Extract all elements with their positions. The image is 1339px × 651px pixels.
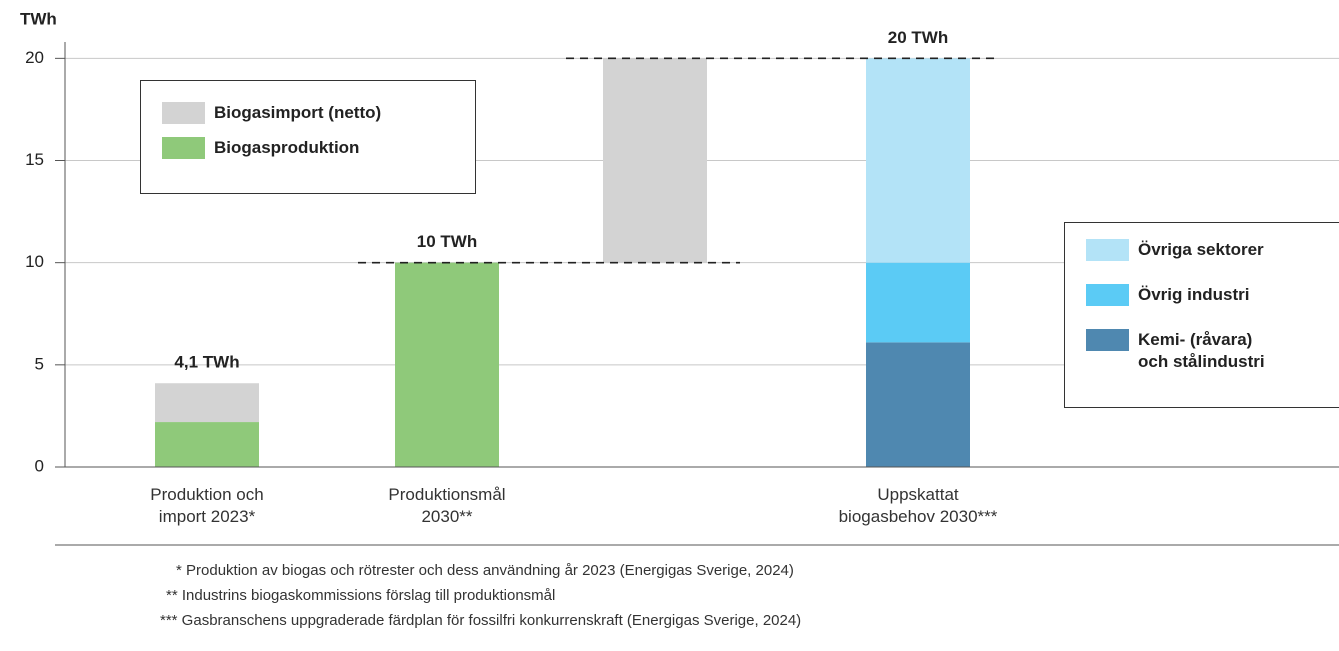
bar-segment bbox=[866, 342, 970, 467]
legend-entry: Biogasproduktion bbox=[162, 137, 444, 159]
y-tick-label: 5 bbox=[35, 354, 44, 373]
legend-label: Biogasproduktion bbox=[214, 138, 360, 157]
legend-label: Övriga sektorer bbox=[1138, 240, 1264, 259]
footnote: * Produktion av biogas och rötrester och… bbox=[176, 562, 794, 579]
legend-label: Biogasimport (netto) bbox=[214, 103, 382, 122]
bar-segment bbox=[155, 383, 259, 423]
legend: Övriga sektorer Övrig industri Kemi- (råva… bbox=[1064, 222, 1339, 408]
bar-segment bbox=[866, 58, 970, 263]
legend-swatch bbox=[1086, 329, 1129, 351]
x-tick-label: Produktionsmål 2030** bbox=[388, 485, 506, 526]
legend-swatch bbox=[1086, 284, 1129, 306]
legend-label: Övrig industri bbox=[1138, 285, 1250, 304]
footnote: ** Industrins biogaskommissions förslag … bbox=[166, 587, 556, 604]
x-tick-label: Produktion och import 2023* bbox=[150, 485, 264, 526]
legend-swatch bbox=[162, 137, 205, 159]
x-tick-label: Uppskattat biogasbehov 2030*** bbox=[838, 485, 998, 526]
y-tick-label: 10 bbox=[25, 252, 44, 271]
legend-entry: Kemi- (råvara) och stålindustri bbox=[1086, 329, 1268, 373]
legend: Biogasimport (netto) Biogasproduktion bbox=[140, 80, 476, 194]
legend-label: Kemi- (råvara) och stålindustri bbox=[1138, 330, 1265, 371]
legend-entry: Övriga sektorer bbox=[1086, 239, 1268, 261]
y-tick-label: 0 bbox=[35, 456, 44, 475]
bar-segment bbox=[603, 58, 707, 263]
legend-swatch bbox=[1086, 239, 1129, 261]
legend-entry: Övrig industri bbox=[1086, 284, 1268, 306]
bar-segment bbox=[866, 262, 970, 343]
y-tick-label: 20 bbox=[25, 48, 44, 67]
footnote: *** Gasbranschens uppgraderade färdplan … bbox=[160, 612, 802, 629]
y-tick-label: 15 bbox=[25, 150, 44, 169]
legend-entry: Biogasimport (netto) bbox=[162, 102, 444, 124]
data-label: 10 TWh bbox=[417, 232, 477, 251]
data-label: 4,1 TWh bbox=[174, 353, 239, 372]
data-label: 20 TWh bbox=[888, 28, 948, 47]
bar-segment bbox=[395, 262, 499, 467]
bar-segment bbox=[155, 422, 259, 467]
y-axis-label: TWh bbox=[20, 9, 57, 28]
legend-swatch bbox=[162, 102, 205, 124]
